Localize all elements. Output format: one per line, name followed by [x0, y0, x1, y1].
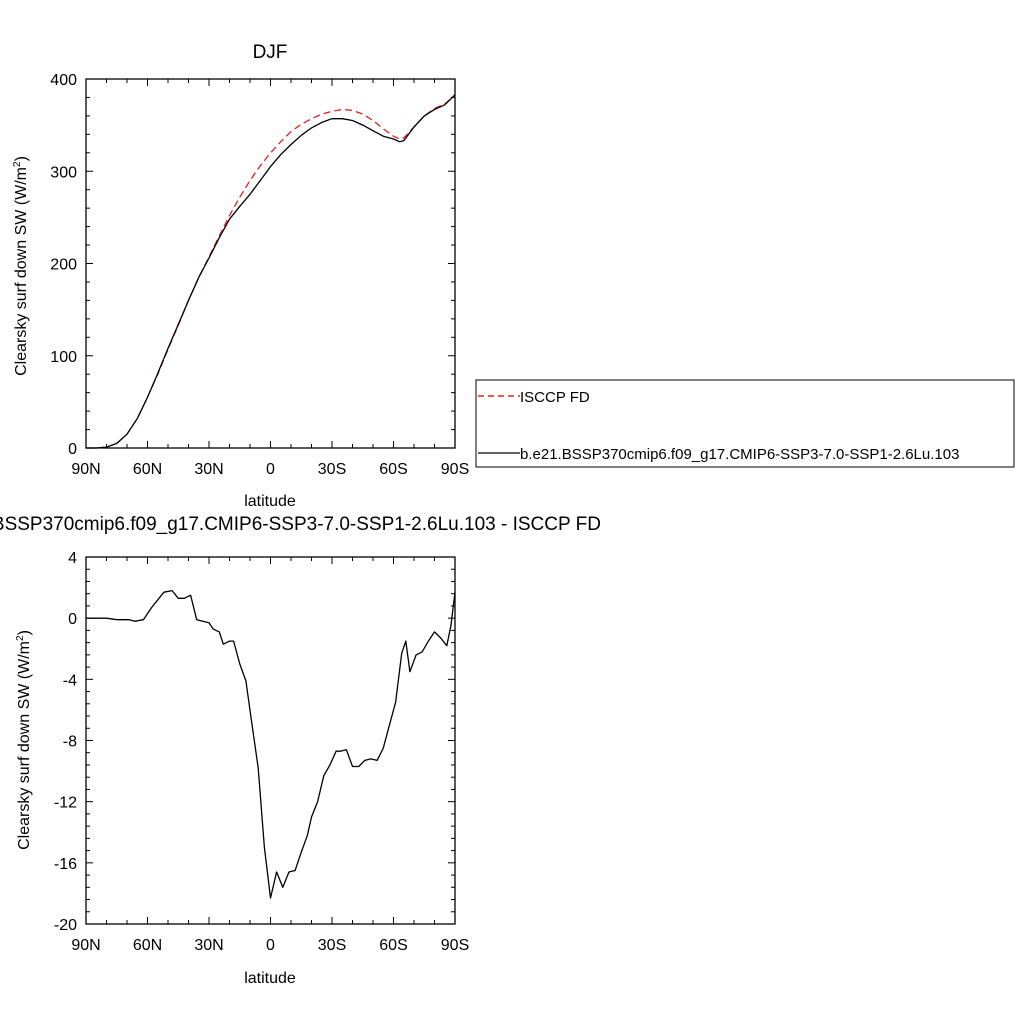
series-layer — [86, 94, 456, 449]
y-tick-label: -20 — [54, 917, 77, 934]
series-line-1 — [86, 94, 456, 449]
y-tick-label: -12 — [54, 795, 77, 812]
y-axis-label-close: ) — [16, 630, 33, 635]
legend: ISCCP FD b.e21.BSSP370cmip6.f09_g17.CMIP… — [475, 379, 1015, 468]
y-tick-label: 0 — [68, 611, 77, 628]
y-tick-label: 200 — [50, 257, 77, 274]
x-tick-label: 90S — [441, 461, 469, 478]
y-tick-label: -4 — [63, 672, 77, 689]
difference-chart-title: b.e21.BSSP370cmip6.f09_g17.CMIP6-SSP3-7.… — [0, 514, 601, 535]
axes: 90N 60N 30N 0 30S 60S 90S 0 100 200 300 400 — [50, 72, 469, 478]
y-tick-label: 300 — [50, 164, 77, 181]
x-axis-label: latitude — [244, 493, 296, 510]
x-tick-label: 30S — [318, 937, 346, 954]
chart-panel-top: DJF 90N 60N 30N 0 30S 60S 90S 0 100 200 300 400 lat… — [12, 42, 1015, 510]
x-tick-label: 60N — [133, 461, 162, 478]
y-axis-label-main: Clearsky surf down SW (W/m — [13, 167, 30, 376]
y-tick-label: -8 — [63, 734, 77, 751]
y-tick-label: 4 — [68, 550, 77, 567]
y-axis-label-superscript: 2 — [15, 635, 26, 641]
y-axis-label: Clearsky surf down SW (W/m2) — [12, 156, 30, 376]
y-tick-label: -16 — [54, 856, 77, 873]
series-line-0 — [86, 95, 456, 449]
x-tick-label: 0 — [266, 461, 275, 478]
axes: 90N 60N 30N 0 30S 60S 90S -20 -16 -12 -8 -4 0 4 — [54, 550, 469, 954]
x-tick-label: 30N — [194, 461, 223, 478]
y-tick-label: 100 — [50, 349, 77, 366]
x-tick-label: 90N — [71, 937, 100, 954]
legend-label-model: b.e21.BSSP370cmip6.f09_g17.CMIP6-SSP3-7.… — [520, 446, 959, 463]
x-tick-label: 30S — [318, 461, 346, 478]
y-axis-label-superscript: 2 — [12, 161, 23, 167]
x-tick-label: 60S — [379, 461, 407, 478]
y-axis-label: Clearsky surf down SW (W/m2) — [15, 630, 33, 850]
x-tick-label: 30N — [194, 937, 223, 954]
chart-title: DJF — [253, 42, 288, 63]
chart-panel-bottom: b.e21.BSSP370cmip6.f09_g17.CMIP6-SSP3-7.… — [0, 514, 601, 987]
x-tick-label: 0 — [266, 937, 275, 954]
x-tick-label: 60N — [133, 937, 162, 954]
x-axis-label: latitude — [244, 970, 296, 987]
x-tick-label: 90S — [441, 937, 469, 954]
plot-frame — [85, 78, 456, 449]
series-layer — [86, 589, 456, 899]
x-tick-label: 90N — [71, 461, 100, 478]
legend-box — [475, 379, 1015, 468]
series-line-0 — [86, 589, 456, 899]
y-tick-label: 0 — [68, 441, 77, 458]
legend-label-isccp: ISCCP FD — [520, 389, 590, 406]
x-tick-label: 60S — [379, 937, 407, 954]
y-tick-label: 400 — [50, 72, 77, 89]
y-axis-label-main: Clearsky surf down SW (W/m — [16, 641, 33, 850]
y-axis-label-close: ) — [13, 156, 30, 161]
plot-frame — [85, 556, 456, 925]
